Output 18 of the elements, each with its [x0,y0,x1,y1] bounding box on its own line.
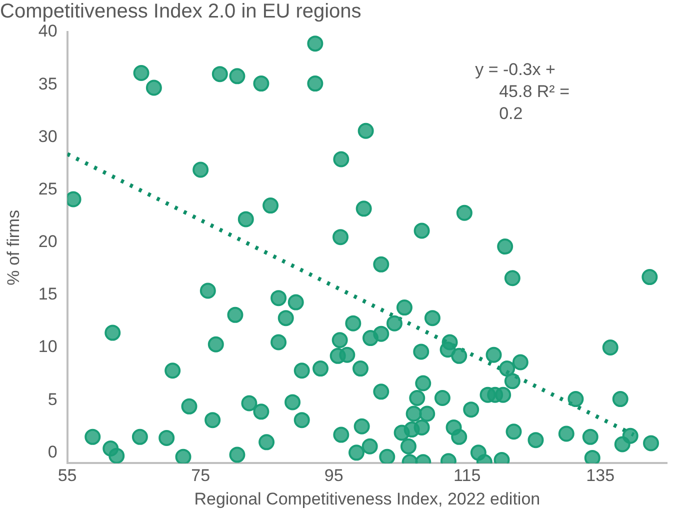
y-tick-label: 0 [48,442,58,462]
x-tick-label: 55 [58,466,77,486]
y-tick-label: 40 [38,22,58,41]
annotation: y = -0.3x + 45.8 R² = 0.2 [475,60,570,124]
y-tick-label: 15 [38,284,58,304]
y-tick-label: 25 [38,179,58,198]
y-tick-label: 20 [38,232,58,252]
x-tick-label: 95 [324,466,344,486]
y-tick-label: 5 [48,390,58,409]
x-tick-label: 75 [191,466,210,486]
x-tick-label: 135 [586,466,615,486]
y-tick-label: 10 [38,337,58,356]
y-axis-title: % of firms [4,210,23,286]
chart-title: Competitiveness Index 2.0 in EU regions [0,0,362,23]
y-tick-label: 35 [38,74,58,94]
x-tick-label: 115 [454,466,481,486]
y-tick-label: 30 [38,126,58,146]
x-axis-title: Regional Competitiveness Index, 2022 edition [194,489,540,508]
